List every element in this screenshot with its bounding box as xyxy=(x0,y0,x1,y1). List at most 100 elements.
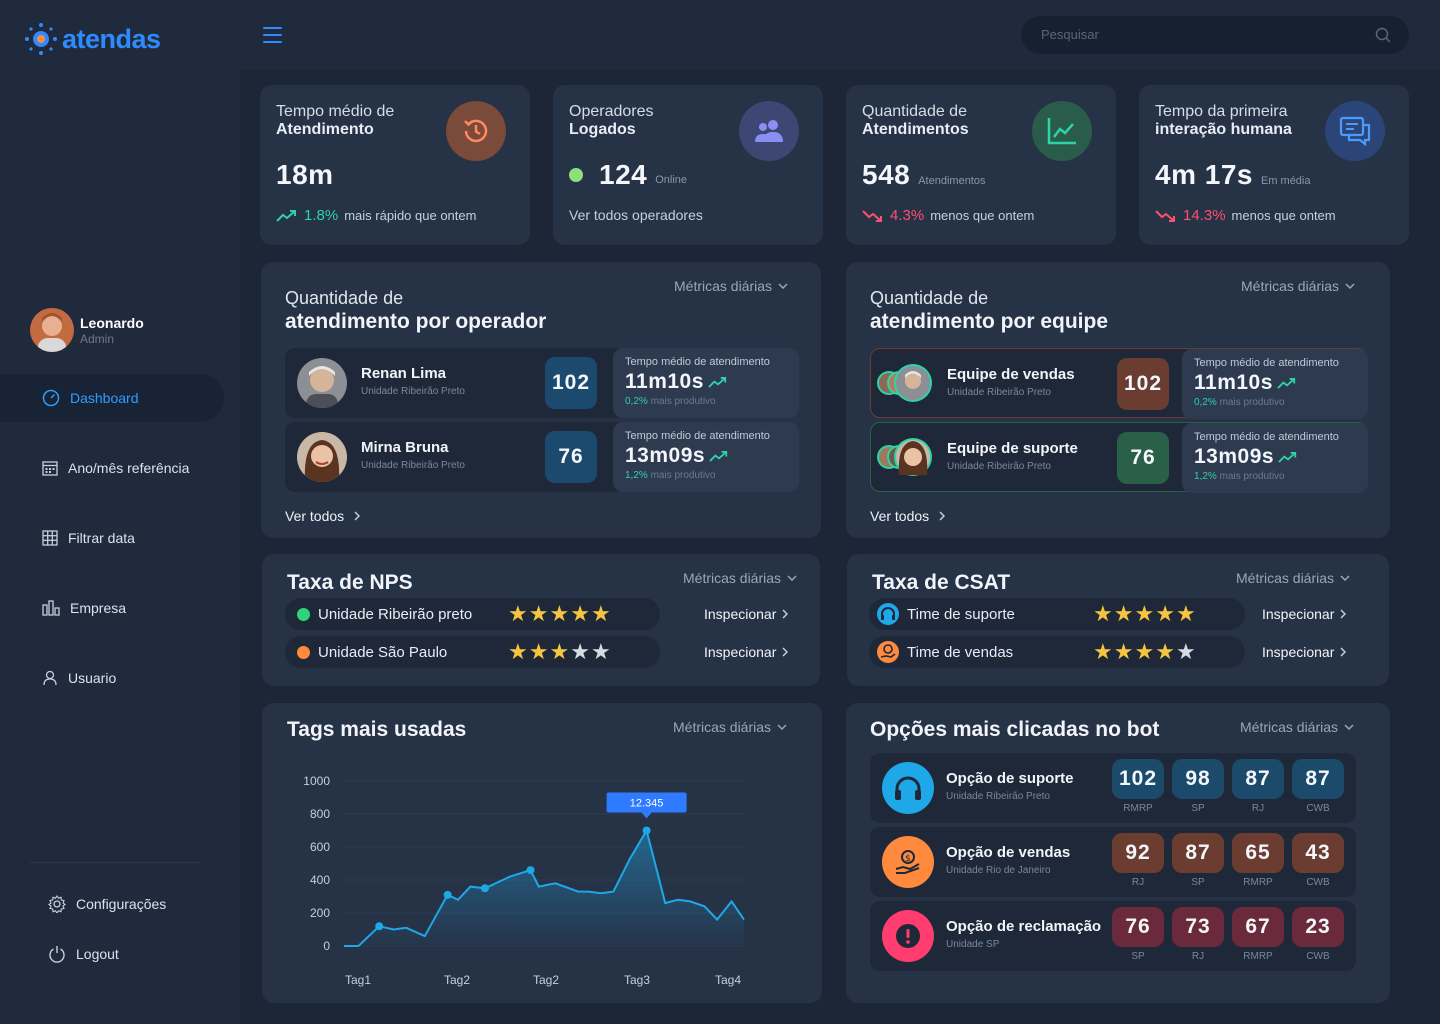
bot-option-row[interactable]: Opção de reclamação Unidade SP 76 SP 73 RJ… xyxy=(870,901,1356,971)
inspect-button[interactable]: Inspecionar xyxy=(704,644,789,660)
sidebar-item-usuario[interactable]: Usuario xyxy=(0,654,224,702)
nps-row: Unidade Ribeirão preto xyxy=(285,598,660,630)
bot-option-row[interactable]: Opção de suporte Unidade Ribeirão Preto … xyxy=(870,753,1356,823)
csat-row: Time de suporte xyxy=(869,598,1245,630)
star-icon: ★ xyxy=(590,639,611,664)
user-profile[interactable]: Leonardo Admin xyxy=(30,308,144,352)
see-all-link[interactable]: Ver todos xyxy=(285,508,361,524)
sidebar-item-configuracoes[interactable]: Configurações xyxy=(0,880,224,928)
inspect-button[interactable]: Inspecionar xyxy=(1262,606,1347,622)
user-icon xyxy=(43,670,57,686)
operator-row[interactable]: Mirna Bruna Unidade Ribeirão Preto 76 Te… xyxy=(285,422,799,492)
bot-option-name: Opção de reclamação xyxy=(946,918,1102,935)
data-point xyxy=(480,884,489,893)
chevron-right-icon xyxy=(939,511,946,521)
metric-dropdown[interactable]: Métricas diárias xyxy=(1236,570,1350,586)
inspect-button[interactable]: Inspecionar xyxy=(1262,644,1347,660)
stat-value: 124 Online xyxy=(569,159,687,191)
chevron-down-icon xyxy=(778,283,788,289)
bot-option-name: Opção de suporte xyxy=(946,770,1074,787)
trend-down-icon xyxy=(862,209,882,222)
chart-tooltip: 12.345 xyxy=(606,792,687,819)
inspect-button[interactable]: Inspecionar xyxy=(704,606,789,622)
section-title: Taxa de NPS xyxy=(287,571,413,594)
area-fill xyxy=(344,830,744,946)
stat-trend: 14.3% menos que ontem xyxy=(1155,207,1336,224)
bot-value: 43 CWB xyxy=(1292,833,1344,888)
metric-dropdown[interactable]: Métricas diárias xyxy=(674,278,788,294)
menu-toggle-icon[interactable] xyxy=(263,27,282,43)
search-icon[interactable] xyxy=(1375,27,1391,43)
sidebar-item-logout[interactable]: Logout xyxy=(0,930,224,978)
sidebar-item-label: Filtrar data xyxy=(68,530,135,546)
section-title: Quantidade de atendimento por operador xyxy=(285,288,547,333)
bot-value: 73 RJ xyxy=(1172,907,1224,962)
see-all-operators-link[interactable]: Ver todos operadores xyxy=(569,207,703,223)
chevron-down-icon xyxy=(787,575,797,581)
alert-icon xyxy=(882,910,934,962)
bot-value: 87 RJ xyxy=(1232,759,1284,814)
operator-row[interactable]: Renan Lima Unidade Ribeirão Preto 102 Te… xyxy=(285,348,799,418)
bot-option-unit: Unidade Ribeirão Preto xyxy=(946,791,1050,802)
operator-name: Mirna Bruna xyxy=(361,439,449,456)
avatar xyxy=(297,432,347,482)
x-tick-label: Tag4 xyxy=(715,973,741,987)
dashboard-icon xyxy=(42,389,60,407)
money-hand-icon: $ xyxy=(882,836,934,888)
star-icon: ★ xyxy=(590,601,611,626)
bot-value: 67 RMRP xyxy=(1232,907,1284,962)
sidebar-item-empresa[interactable]: Empresa xyxy=(0,584,224,632)
chevron-down-icon xyxy=(777,724,787,730)
y-tick-label: 200 xyxy=(310,906,330,920)
stat-card-atendimentos: Quantidade de Atendimentos 548 Atendimento… xyxy=(846,85,1116,245)
user-role: Admin xyxy=(80,331,115,346)
series-line xyxy=(344,827,745,947)
trend-down-icon xyxy=(1155,209,1175,222)
team-name: Equipe de vendas xyxy=(947,366,1075,383)
metric-dropdown[interactable]: Métricas diárias xyxy=(1240,719,1354,735)
sidebar-item-label: Logout xyxy=(76,946,119,962)
search-input[interactable] xyxy=(1041,27,1361,42)
team-avatars xyxy=(877,438,932,476)
calendar-icon xyxy=(42,461,58,476)
sidebar xyxy=(0,0,240,1024)
bot-value: 102 RMRP xyxy=(1112,759,1164,814)
bot-value: 65 RMRP xyxy=(1232,833,1284,888)
stat-card-tempo-medio: Tempo médio de Atendimento 18m 1.8% mais r… xyxy=(260,85,530,245)
stat-title: Operadores Logados xyxy=(569,103,654,138)
headset-icon xyxy=(877,603,899,625)
team-row[interactable]: Equipe de vendas Unidade Ribeirão Preto … xyxy=(870,348,1368,419)
sidebar-item-ano-mes[interactable]: Ano/mês referência xyxy=(0,444,224,492)
bot-option-unit: Unidade SP xyxy=(946,939,1000,950)
x-tick-label: Tag2 xyxy=(444,973,470,987)
csat-row: Time de vendas xyxy=(869,636,1245,668)
rating-stars: ★ ★ ★ ★ ★ xyxy=(508,598,611,630)
star-icon: ★ xyxy=(1155,601,1175,626)
stat-value: 18m xyxy=(276,159,334,190)
bot-option-row[interactable]: $ Opção de vendas Unidade Rio de Janeiro… xyxy=(870,827,1356,897)
chevron-down-icon xyxy=(1345,283,1355,289)
section-title: Taxa de CSAT xyxy=(872,571,1011,594)
chevron-right-icon xyxy=(354,511,361,521)
sidebar-item-dashboard[interactable]: Dashboard xyxy=(0,374,224,422)
data-point xyxy=(375,922,384,931)
metric-dropdown[interactable]: Métricas diárias xyxy=(683,570,797,586)
gear-icon xyxy=(48,895,66,913)
tooltip-box xyxy=(606,792,687,813)
metric-dropdown[interactable]: Métricas diárias xyxy=(673,719,787,735)
team-unit: Unidade Ribeirão Preto xyxy=(947,461,1051,472)
bot-value: 87 SP xyxy=(1172,833,1224,888)
card-tags: Tags mais usadas Métricas diárias 0 200 40… xyxy=(262,703,822,1003)
bot-value: 87 CWB xyxy=(1292,759,1344,814)
star-icon: ★ xyxy=(1134,601,1155,626)
team-row[interactable]: Equipe de suporte Unidade Ribeirão Preto… xyxy=(870,422,1368,493)
team-name: Equipe de suporte xyxy=(947,440,1078,457)
x-tick-label: Tag2 xyxy=(533,973,559,987)
see-all-link[interactable]: Ver todos xyxy=(870,508,946,524)
brand-logo[interactable]: atendas xyxy=(24,22,161,56)
bot-value: 76 SP xyxy=(1112,907,1164,962)
metric-dropdown[interactable]: Métricas diárias xyxy=(1241,278,1355,294)
sidebar-item-label: Dashboard xyxy=(70,390,139,406)
sidebar-item-filtrar-data[interactable]: Filtrar data xyxy=(0,514,224,562)
stat-title: Tempo médio de Atendimento xyxy=(276,103,395,138)
